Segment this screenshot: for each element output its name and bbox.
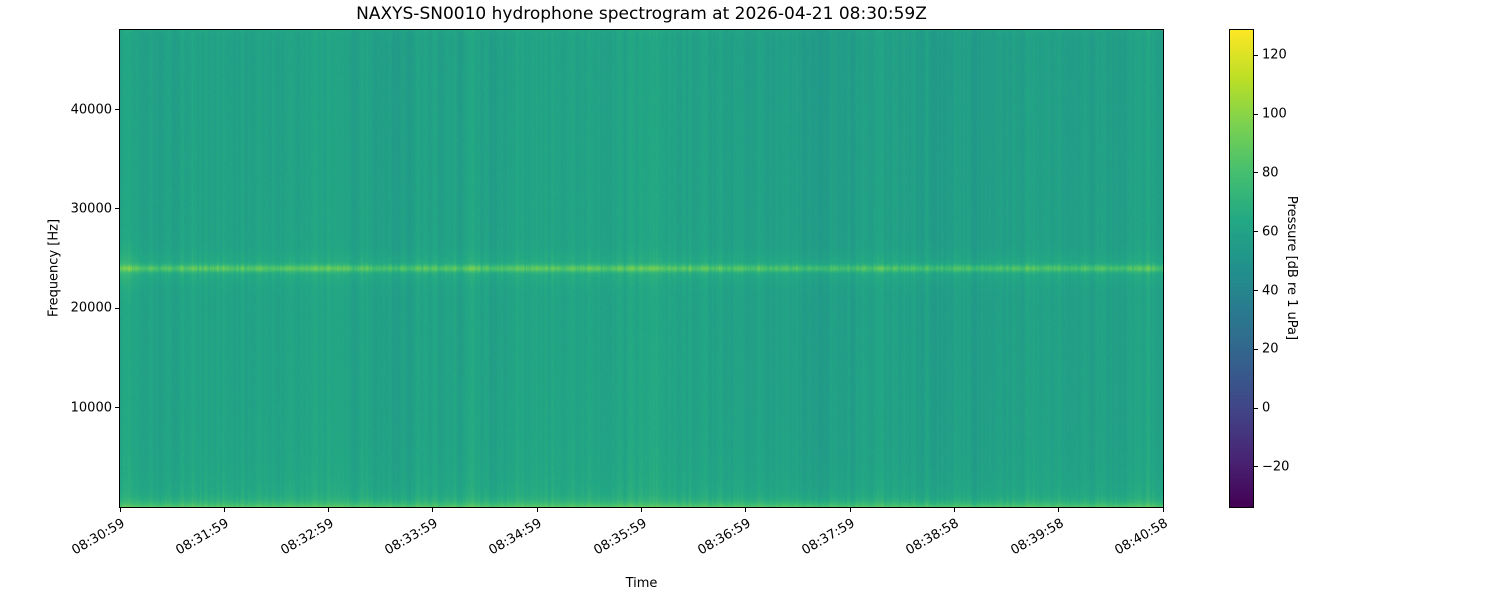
x-tick-mark bbox=[953, 508, 955, 512]
x-tick-label: 08:37:59 bbox=[799, 516, 858, 559]
x-tick-label: 08:31:59 bbox=[173, 516, 232, 559]
colorbar-tick-mark bbox=[1254, 348, 1258, 350]
colorbar-tick-label: −20 bbox=[1262, 459, 1290, 475]
x-tick-label: 08:32:59 bbox=[278, 516, 337, 559]
x-tick-mark bbox=[1058, 508, 1060, 512]
x-tick-label: 08:39:58 bbox=[1008, 516, 1067, 559]
x-tick-mark bbox=[223, 508, 225, 512]
y-tick-mark bbox=[115, 109, 119, 110]
y-tick-label: 40000 bbox=[70, 102, 112, 117]
x-tick-label: 08:30:59 bbox=[69, 516, 128, 559]
x-tick-label: 08:34:59 bbox=[486, 516, 545, 559]
x-tick-mark bbox=[328, 508, 330, 512]
x-tick-mark bbox=[849, 508, 851, 512]
y-tick-mark bbox=[115, 307, 119, 309]
x-tick-label: 08:35:59 bbox=[590, 516, 649, 559]
colorbar-tick-mark bbox=[1254, 231, 1258, 233]
y-tick-label: 10000 bbox=[70, 400, 112, 416]
colorbar-tick-mark bbox=[1254, 54, 1258, 56]
colorbar-tick-label: 40 bbox=[1262, 283, 1279, 299]
y-axis-label: Frequency [Hz] bbox=[46, 218, 62, 318]
x-tick-label: 08:36:59 bbox=[695, 516, 754, 559]
chart-title: NAXYS-SN0010 hydrophone spectrogram at 2… bbox=[356, 4, 927, 24]
x-tick-mark bbox=[119, 508, 121, 512]
x-axis-label: Time bbox=[625, 576, 658, 591]
spectrogram-image bbox=[120, 30, 1163, 507]
y-tick-label: 20000 bbox=[70, 300, 112, 316]
colorbar-label: Pressure [dB re 1 uPa] bbox=[1284, 195, 1299, 341]
x-tick-mark bbox=[536, 508, 538, 512]
colorbar-tick-label: 80 bbox=[1262, 165, 1279, 181]
colorbar-tick-mark bbox=[1254, 172, 1258, 174]
colorbar-tick-label: 120 bbox=[1262, 47, 1287, 63]
colorbar-tick-mark bbox=[1254, 407, 1258, 409]
colorbar-tick-mark bbox=[1254, 290, 1258, 292]
colorbar-gradient bbox=[1230, 30, 1253, 507]
x-tick-label: 08:38:58 bbox=[903, 516, 962, 559]
colorbar-tick-mark bbox=[1254, 113, 1258, 115]
colorbar bbox=[1229, 29, 1254, 508]
x-tick-mark bbox=[745, 508, 747, 512]
colorbar-tick-label: 60 bbox=[1262, 224, 1279, 240]
y-tick-label: 30000 bbox=[70, 201, 112, 217]
x-tick-label: 08:33:59 bbox=[382, 516, 441, 559]
y-tick-mark bbox=[115, 208, 119, 210]
x-tick-mark bbox=[641, 508, 642, 512]
y-tick-mark bbox=[115, 407, 119, 409]
colorbar-tick-label: 0 bbox=[1262, 400, 1271, 416]
colorbar-tick-label: 100 bbox=[1262, 106, 1287, 122]
x-tick-mark bbox=[432, 508, 434, 512]
plot-area bbox=[119, 29, 1164, 508]
colorbar-tick-mark bbox=[1254, 466, 1258, 468]
colorbar-tick-label: 20 bbox=[1262, 341, 1279, 357]
x-tick-label: 08:40:58 bbox=[1112, 516, 1171, 559]
x-tick-mark bbox=[1162, 508, 1164, 512]
